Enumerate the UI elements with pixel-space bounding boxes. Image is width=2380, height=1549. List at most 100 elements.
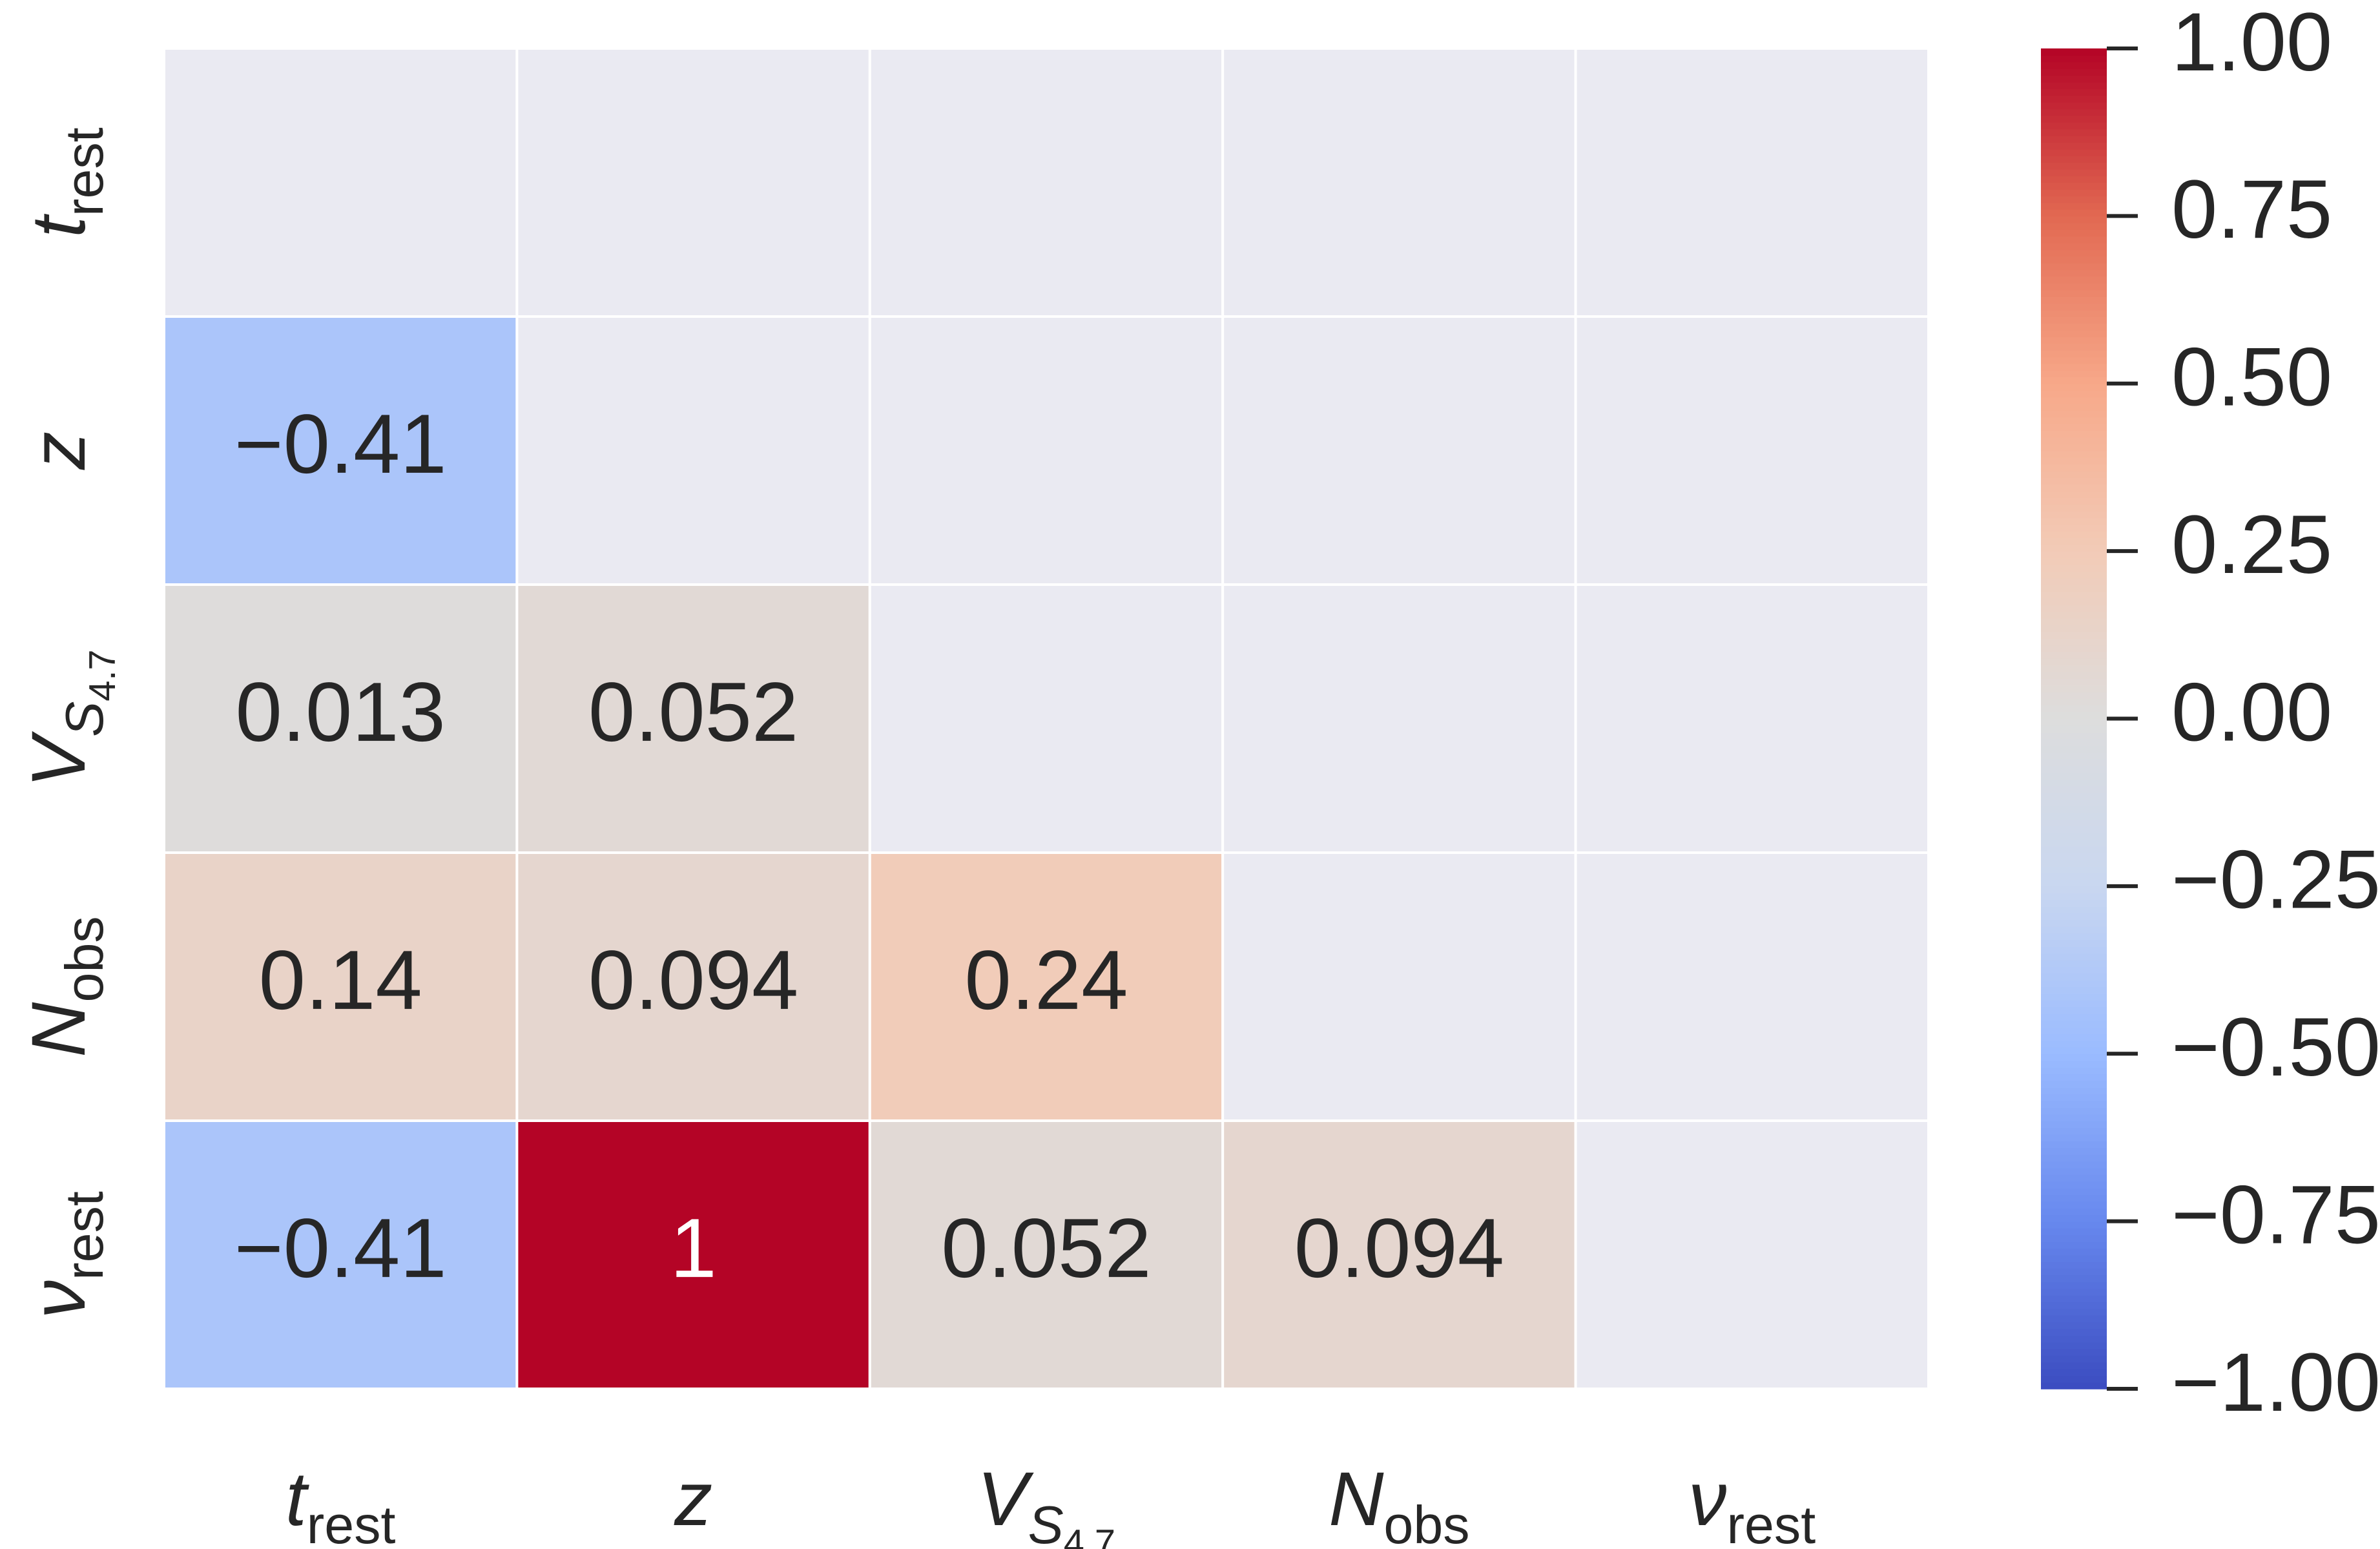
label-part: obs xyxy=(54,916,114,1002)
colorbar-segment xyxy=(2041,598,2107,605)
colorbar-segment xyxy=(2041,142,2107,150)
colorbar-segment xyxy=(2041,986,2107,994)
cell xyxy=(1221,1119,1577,1390)
colorbar-segment xyxy=(2041,745,2107,753)
cell xyxy=(163,1119,519,1390)
colorbar-segment xyxy=(2041,249,2107,257)
colorbar-segment xyxy=(2041,410,2107,418)
colorbar-segment xyxy=(2041,1241,2107,1249)
colorbar-segment xyxy=(2041,484,2107,492)
colorbar-segment xyxy=(2041,1194,2107,1202)
colorbar-segment xyxy=(2041,1114,2107,1121)
colorbar-segment xyxy=(2041,337,2107,344)
colorbar-segment xyxy=(2041,698,2107,706)
cell-label: 0.14 xyxy=(259,933,422,1027)
masked-cell xyxy=(163,47,519,318)
colorbar-segment xyxy=(2041,1074,2107,1081)
label-part: rest xyxy=(1726,1495,1816,1549)
colorbar-segment xyxy=(2041,1141,2107,1149)
colorbar-segment xyxy=(2041,651,2107,659)
colorbar-segment xyxy=(2041,1067,2107,1075)
x-tick-label: νrest xyxy=(1688,1457,1816,1549)
colorbar-segment xyxy=(2041,939,2107,948)
cell xyxy=(163,851,519,1122)
colorbar-segment xyxy=(2041,196,2107,203)
colorbar-segment xyxy=(2041,470,2107,478)
masked-cell xyxy=(868,315,1225,586)
colorbar-segment xyxy=(2041,665,2107,672)
colorbar-segment xyxy=(2041,1201,2107,1209)
colorbar-segment xyxy=(2041,826,2107,833)
colorbar-segment xyxy=(2041,886,2107,894)
colorbar-segment xyxy=(2041,557,2107,565)
colorbar-segment xyxy=(2041,202,2107,210)
label-part: S xyxy=(1028,1495,1064,1549)
masked-cell xyxy=(1221,851,1577,1122)
colorbar-segment xyxy=(2041,1274,2107,1282)
colorbar-segment xyxy=(2041,899,2107,907)
colorbar-segment xyxy=(2041,973,2107,981)
colorbar-segment xyxy=(2041,678,2107,686)
colorbar-tick-label: 0.50 xyxy=(2171,331,2332,424)
masked-cell xyxy=(1574,583,1930,854)
masked-cell xyxy=(1221,583,1577,854)
colorbar-tick-label: 0.75 xyxy=(2171,163,2332,256)
colorbar-segment xyxy=(2041,289,2107,297)
colorbar-segment xyxy=(2041,417,2107,424)
colorbar-segment xyxy=(2041,585,2107,592)
x-tick-label: VS4.7 xyxy=(977,1457,1115,1549)
colorbar-segment xyxy=(2041,658,2107,666)
colorbar-segment xyxy=(2041,162,2107,170)
colorbar-segment xyxy=(2041,1054,2107,1061)
colorbar-segment xyxy=(2041,879,2107,887)
colorbar-segment xyxy=(2041,349,2107,358)
y-tick-label: z xyxy=(16,431,101,470)
colorbar-segment xyxy=(2041,685,2107,692)
colorbar-segment xyxy=(2041,102,2107,110)
colorbar-segment xyxy=(2041,363,2107,371)
colorbar-segment xyxy=(2041,256,2107,264)
colorbar-segment xyxy=(2041,1060,2107,1068)
colorbar-segment xyxy=(2041,457,2107,465)
cell-label: 0.013 xyxy=(236,665,446,759)
colorbar-segment xyxy=(2041,115,2107,123)
colorbar-segment xyxy=(2041,866,2107,873)
colorbar-segment xyxy=(2041,1254,2107,1262)
colorbar-segment xyxy=(2041,357,2107,364)
colorbar-segment xyxy=(2041,236,2107,244)
colorbar-segment xyxy=(2041,504,2107,512)
colorbar-tick-label: −0.25 xyxy=(2171,834,2380,926)
colorbar-segment xyxy=(2041,149,2107,156)
colorbar-segment xyxy=(2041,906,2107,914)
colorbar-segment xyxy=(2041,269,2107,277)
y-tick-label: νrest xyxy=(16,1191,114,1318)
colorbar-segment xyxy=(2041,544,2107,552)
colorbar-segment xyxy=(2041,839,2107,847)
colorbar-segment xyxy=(2041,1174,2107,1182)
colorbar-segment xyxy=(2041,1000,2107,1008)
cell-label: 0.094 xyxy=(1294,1201,1504,1295)
label-part: S xyxy=(54,702,114,737)
colorbar-segment xyxy=(2041,752,2107,760)
cell xyxy=(868,851,1225,1122)
cell-label: 0.094 xyxy=(588,933,798,1027)
label-part: 4.7 xyxy=(1064,1523,1115,1549)
colorbar-segment xyxy=(2041,55,2107,63)
colorbar-segment xyxy=(2041,390,2107,398)
colorbar-segment xyxy=(2041,48,2107,56)
colorbar-segment xyxy=(2041,1228,2107,1236)
cell-label: 0.24 xyxy=(964,933,1128,1027)
cell xyxy=(163,315,519,586)
colorbar-segment xyxy=(2041,638,2107,646)
colorbar-segment xyxy=(2041,129,2107,136)
cell-label: −0.41 xyxy=(234,397,447,491)
colorbar-segment xyxy=(2041,1328,2107,1336)
colorbar-segment xyxy=(2041,383,2107,391)
colorbar-segment xyxy=(2041,705,2107,712)
colorbar-segment xyxy=(2041,692,2107,700)
colorbar-segment xyxy=(2041,1248,2107,1256)
colorbar-segment xyxy=(2041,309,2107,317)
colorbar-segment xyxy=(2041,564,2107,572)
colorbar-segment xyxy=(2041,1234,2107,1242)
